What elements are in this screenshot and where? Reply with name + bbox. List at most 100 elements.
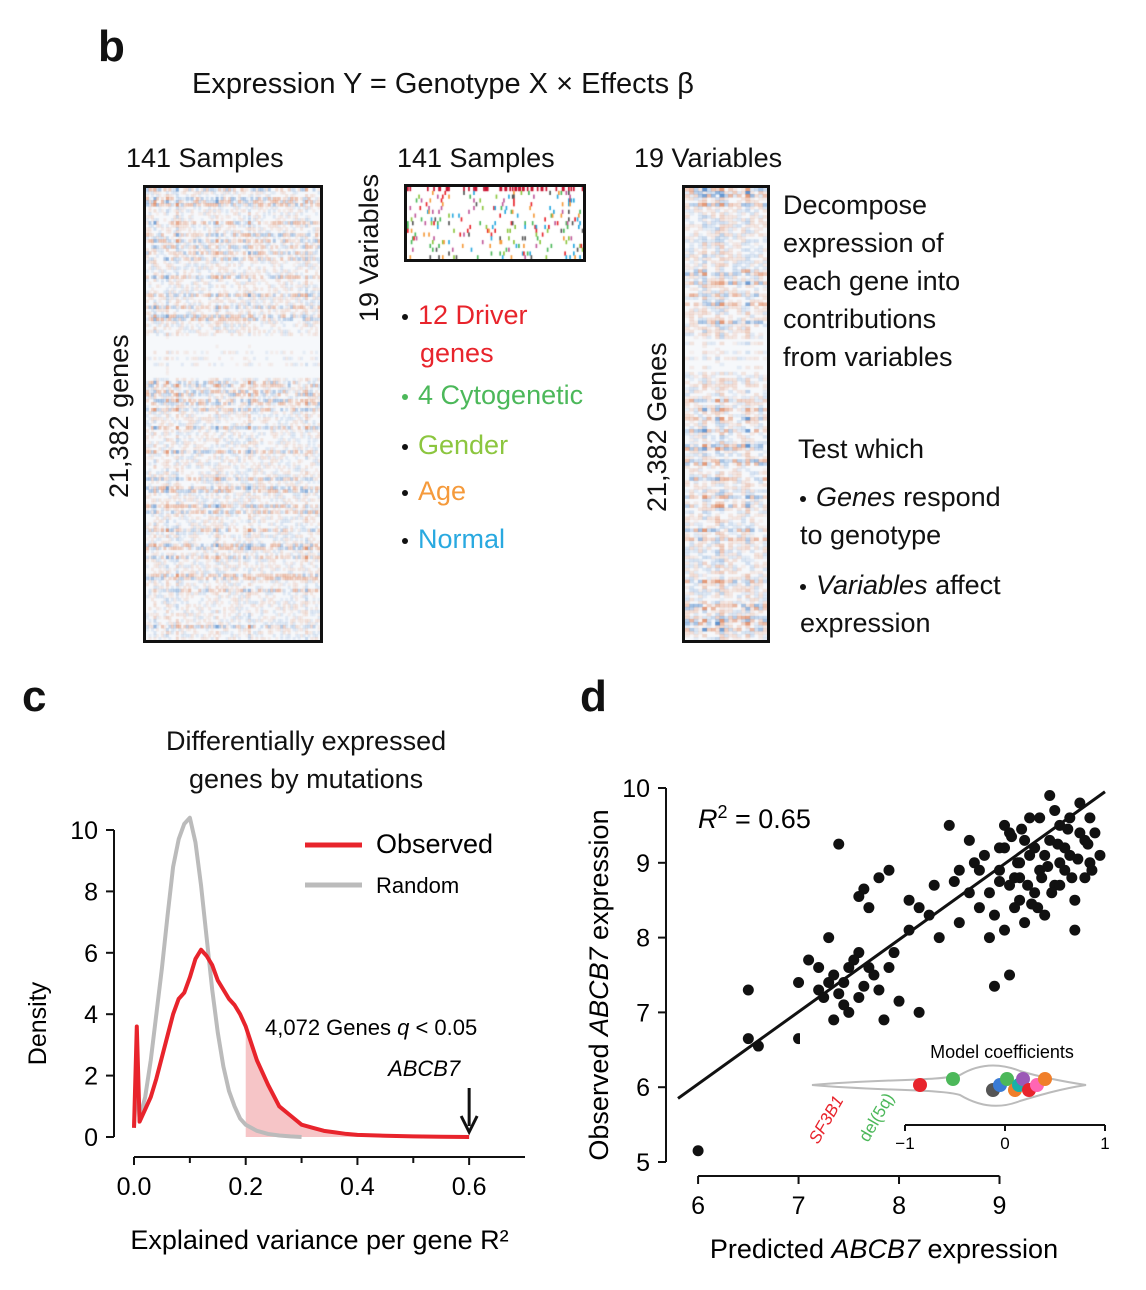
scatter-point xyxy=(1079,872,1091,884)
shaded-region xyxy=(245,1026,470,1137)
scatter-point xyxy=(988,980,1000,992)
scatter-point xyxy=(1062,823,1074,835)
expr-side-label: 21,382 genes xyxy=(104,334,134,498)
variable-label-cont: genes xyxy=(420,338,494,368)
x-tick-label: 0.4 xyxy=(340,1173,375,1201)
scatter-point xyxy=(1004,969,1016,981)
variable-item-age: Age xyxy=(402,476,466,507)
scatter-point xyxy=(888,947,900,959)
test-title: Test which xyxy=(798,434,925,464)
scatter-point xyxy=(999,842,1011,854)
scatter-point xyxy=(993,876,1005,887)
scatter-point xyxy=(1049,804,1061,816)
scatter-point xyxy=(913,1006,925,1018)
scatter-point xyxy=(752,1040,764,1052)
geno-side-label: 19 Variables xyxy=(354,173,384,322)
scatter-point xyxy=(853,991,865,1003)
panel-c-title: Differentially expressed genes by mutati… xyxy=(166,722,446,798)
scatter-point xyxy=(1019,834,1031,846)
scatter-point xyxy=(883,962,895,974)
test-item-variables: Variables affect expression xyxy=(800,566,1001,642)
genotype-matrix xyxy=(404,184,586,262)
bullet-icon xyxy=(402,313,408,320)
scatter-point xyxy=(1029,887,1041,899)
variable-item-gender: Gender xyxy=(402,430,508,461)
scatter-point xyxy=(742,1033,754,1045)
scatter-point xyxy=(943,819,955,831)
scatter-point xyxy=(1064,812,1076,824)
x-axis-label: Predicted ABCB7 expression xyxy=(710,1234,1058,1264)
x-tick-label: 8 xyxy=(892,1192,906,1220)
y-tick-label: 6 xyxy=(636,1074,650,1102)
test-item-genes: Genes respond to genotype xyxy=(800,478,1001,554)
inset-x-tick-label: 1 xyxy=(1100,1134,1109,1153)
effects-top-label: 19 Variables xyxy=(634,143,783,173)
scatter-point xyxy=(988,909,1000,921)
scatter-point xyxy=(813,962,825,974)
scatter-point xyxy=(1072,853,1084,865)
scatter-point xyxy=(1026,898,1038,910)
scatter-point xyxy=(833,988,845,1000)
variable-label: 4 Cytogenetic xyxy=(418,380,584,410)
test-item-rest: respond xyxy=(895,482,1001,512)
expression-heatmap xyxy=(146,188,320,640)
abcb7-arrow-head xyxy=(459,1115,479,1136)
y-tick-label: 10 xyxy=(622,775,650,803)
bullet-icon xyxy=(402,443,408,450)
scatter-point xyxy=(1074,827,1086,839)
density-chart: 0 2 4 6 8 10 0.0 0.2 0.4 0.6 Density Explained vari… xyxy=(24,815,525,1255)
scatter-point xyxy=(803,954,815,966)
test-item-em: Genes xyxy=(816,482,896,512)
inset-background xyxy=(800,1032,1118,1150)
scatter-point xyxy=(1034,812,1046,824)
x-axis-label: Explained variance per gene R² xyxy=(130,1225,508,1255)
variable-item-normal: Normal xyxy=(402,524,505,555)
bullet-icon xyxy=(800,495,806,502)
scatter-point xyxy=(983,887,995,899)
scatter-point xyxy=(1086,864,1098,876)
inset-x-tick-label: 0 xyxy=(1000,1134,1009,1153)
x-tick-label: 0.6 xyxy=(452,1173,487,1201)
geno-top-label: 141 Samples xyxy=(397,143,555,173)
scatter-point xyxy=(1024,812,1036,824)
scatter-point xyxy=(978,849,990,861)
scatter-point xyxy=(928,879,940,891)
equation: Expression Y = Genotype X × Effects β xyxy=(192,68,694,100)
y-tick-label: 7 xyxy=(636,999,650,1027)
y-tick-label: 4 xyxy=(84,1001,98,1029)
decompose-line: contributions xyxy=(783,304,937,334)
x-tick-label: 9 xyxy=(993,1192,1007,1220)
effects-heatmap xyxy=(685,188,767,640)
scatter-point xyxy=(1084,812,1096,824)
genes-annotation: 4,072 Genes q < 0.05 xyxy=(265,1015,477,1040)
scatter-point xyxy=(1009,902,1021,914)
scatter-point xyxy=(983,932,995,944)
inset-title: Model coefficients xyxy=(930,1042,1074,1062)
scatter-point xyxy=(742,984,754,996)
scatter-point xyxy=(993,864,1005,876)
scatter-point xyxy=(953,917,965,929)
scatter-point xyxy=(1039,909,1051,921)
scatter-point xyxy=(948,876,960,887)
variable-item-driver: 12 Driver genes xyxy=(402,296,528,372)
y-tick-label: 2 xyxy=(84,1063,98,1091)
scatter-point xyxy=(828,969,840,981)
coefficient-dot xyxy=(913,1078,927,1092)
decompose-line: from variables xyxy=(783,342,953,372)
bullet-icon xyxy=(402,393,408,400)
y-tick-label: 8 xyxy=(84,878,98,906)
expression-matrix xyxy=(143,185,323,643)
coefficient-dot xyxy=(1016,1072,1030,1086)
x-tick-label: 7 xyxy=(792,1192,806,1220)
y-tick-label: 6 xyxy=(84,940,98,968)
panel-c-title-line: genes by mutations xyxy=(189,764,424,794)
scatter-point xyxy=(883,864,895,876)
y-tick-label: 5 xyxy=(636,1149,650,1177)
test-item-line2: to genotype xyxy=(800,520,942,550)
decompose-line: expression of xyxy=(783,228,944,258)
scatter-point xyxy=(1022,879,1034,891)
scatter-point xyxy=(1042,861,1054,873)
scatter-point xyxy=(1044,789,1056,801)
panel-b-label: b xyxy=(98,22,125,71)
scatter-point xyxy=(1054,857,1066,869)
